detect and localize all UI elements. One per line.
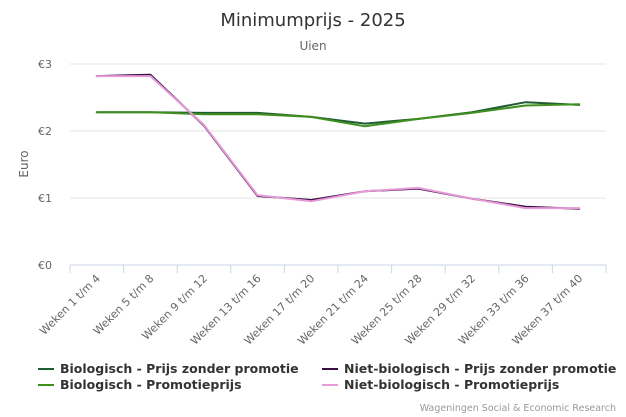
y-tick-label: €1 (38, 192, 52, 205)
chart-title: Minimumprijs - 2025 (220, 10, 405, 31)
credits-text[interactable]: Wageningen Social & Economic Research (420, 403, 616, 414)
y-tick-label: €3 (38, 58, 52, 71)
y-tick-label: €0 (38, 259, 52, 272)
legend-label: Niet-biologisch - Promotieprijs (344, 377, 559, 392)
legend[interactable]: Biologisch - Prijs zonder promotieBiolog… (38, 361, 616, 392)
grid-lines (70, 63, 606, 266)
legend-item[interactable]: Niet-biologisch - Prijs zonder promotie (322, 361, 616, 376)
series-lines (95, 73, 581, 210)
y-tick-label: €2 (38, 125, 52, 138)
series-line[interactable] (95, 75, 581, 210)
legend-item[interactable]: Biologisch - Prijs zonder promotie (38, 361, 299, 376)
y-axis-ticks: €0 €1 €2 €3 (38, 58, 52, 272)
legend-label: Niet-biologisch - Prijs zonder promotie (344, 361, 616, 376)
chart-subtitle: Uien (299, 39, 326, 53)
y-axis-label: Euro (17, 150, 31, 177)
legend-item[interactable]: Biologisch - Promotieprijs (38, 377, 242, 392)
legend-label: Biologisch - Prijs zonder promotie (60, 361, 299, 376)
legend-label: Biologisch - Promotieprijs (60, 377, 242, 392)
series-line[interactable] (95, 73, 581, 210)
series-line[interactable] (95, 103, 581, 128)
legend-item[interactable]: Niet-biologisch - Promotieprijs (322, 377, 559, 392)
